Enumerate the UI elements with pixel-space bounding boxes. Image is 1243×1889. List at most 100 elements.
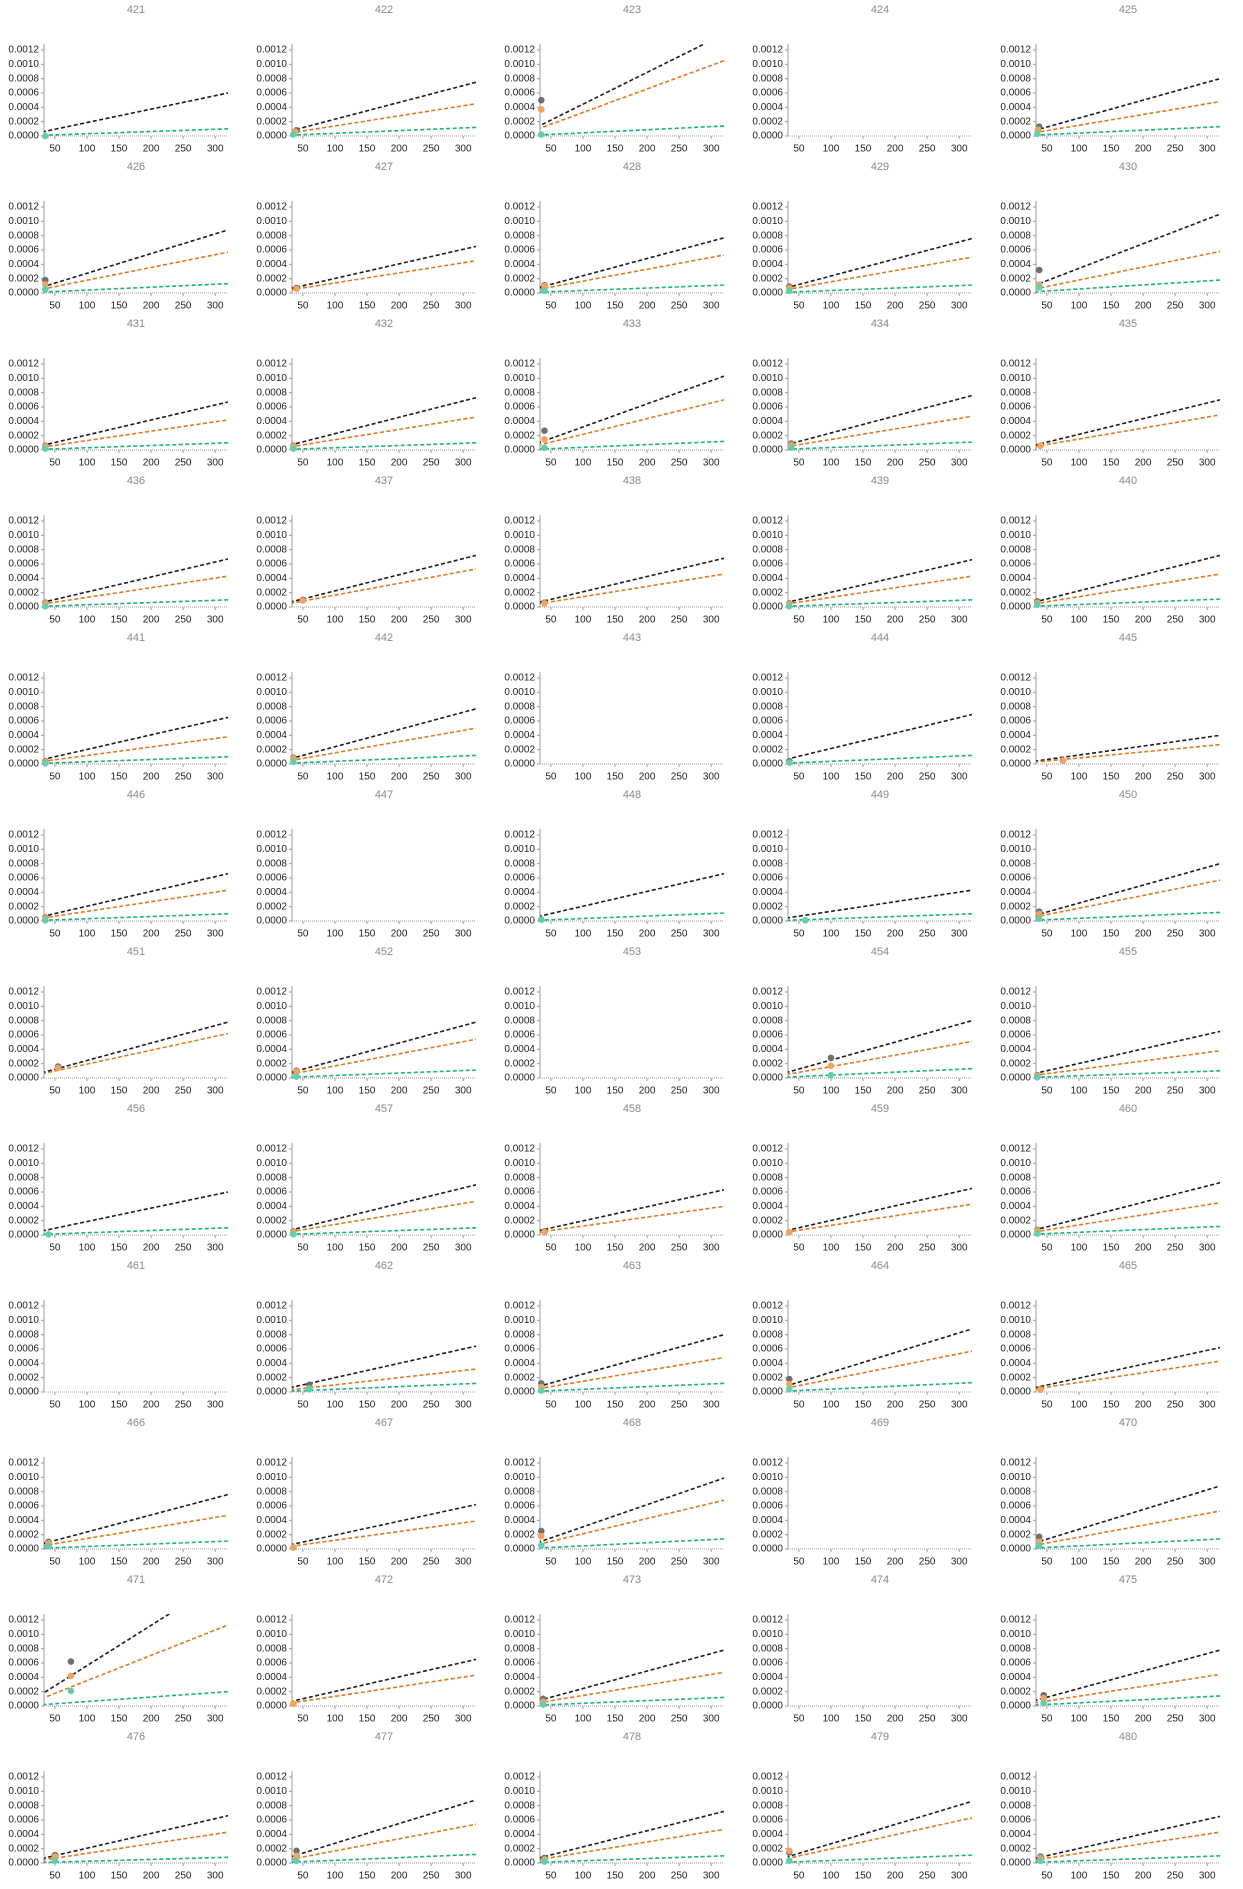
x-tick-label: 100 xyxy=(327,615,344,626)
x-tick-label: 200 xyxy=(391,1714,408,1725)
x-tick-label: 250 xyxy=(919,301,936,312)
y-tick-label: 0.0000 xyxy=(256,759,287,770)
data-point xyxy=(785,1228,793,1236)
data-point xyxy=(1033,130,1041,138)
chart-title: 447 xyxy=(375,789,393,801)
fit-line xyxy=(1036,1673,1220,1704)
x-tick-label: 200 xyxy=(143,1557,160,1568)
data-point xyxy=(1059,757,1067,764)
x-tick-label: 300 xyxy=(455,1243,472,1254)
y-tick-label: 0.0010 xyxy=(1000,1158,1031,1169)
y-tick-label: 0.0002 xyxy=(504,1529,535,1540)
y-tick-label: 0.0002 xyxy=(1000,901,1031,912)
y-tick-label: 0.0006 xyxy=(256,1344,287,1355)
x-tick-label: 50 xyxy=(545,1871,557,1882)
y-tick-label: 0.0010 xyxy=(504,1472,535,1483)
y-tick-label: 0.0010 xyxy=(256,1315,287,1326)
x-tick-label: 150 xyxy=(1103,615,1120,626)
fit-line xyxy=(788,1328,972,1387)
x-tick-label: 300 xyxy=(703,1871,720,1882)
x-tick-label: 200 xyxy=(391,301,408,312)
fit-line xyxy=(44,442,228,450)
fit-line xyxy=(292,1382,476,1392)
y-tick-label: 0.0006 xyxy=(1000,1344,1031,1355)
chart-title: 438 xyxy=(623,475,641,487)
fit-line xyxy=(292,102,476,134)
y-tick-label: 0.0004 xyxy=(8,416,39,427)
y-tick-label: 0.0012 xyxy=(8,1301,39,1312)
panel: 466 0.0000 0.0002 0.0004 0.0006 0.0008 0.0010 0… xyxy=(8,1417,228,1568)
y-tick-label: 0.0008 xyxy=(256,1329,287,1340)
fit-line xyxy=(292,1853,476,1863)
x-tick-label: 100 xyxy=(823,1086,840,1097)
y-tick-label: 0.0004 xyxy=(1000,416,1031,427)
x-tick-label: 250 xyxy=(175,1557,192,1568)
y-tick-label: 0.0000 xyxy=(752,131,783,142)
chart-title: 460 xyxy=(1119,1103,1137,1115)
y-tick-label: 0.0006 xyxy=(1000,1030,1031,1041)
x-tick-label: 150 xyxy=(111,929,128,940)
fit-line xyxy=(44,1614,171,1694)
x-tick-label: 250 xyxy=(175,301,192,312)
x-tick-label: 200 xyxy=(1135,301,1152,312)
fit-line xyxy=(1036,1346,1220,1389)
y-tick-label: 0.0008 xyxy=(504,544,535,555)
x-tick-label: 50 xyxy=(545,1557,557,1568)
x-tick-label: 250 xyxy=(671,1086,688,1097)
y-tick-label: 0.0004 xyxy=(752,1672,783,1683)
x-tick-label: 50 xyxy=(1041,1714,1053,1725)
y-tick-label: 0.0000 xyxy=(256,445,287,456)
y-tick-label: 0.0002 xyxy=(752,1529,783,1540)
y-tick-label: 0.0002 xyxy=(8,1058,39,1069)
y-tick-label: 0.0004 xyxy=(256,102,287,113)
x-tick-label: 50 xyxy=(297,1557,309,1568)
y-tick-label: 0.0000 xyxy=(504,288,535,299)
y-tick-label: 0.0012 xyxy=(256,516,287,527)
chart-title: 459 xyxy=(871,1103,889,1115)
chart-title: 444 xyxy=(871,632,889,644)
fit-line xyxy=(1036,125,1220,136)
y-tick-label: 0.0010 xyxy=(8,373,39,384)
x-tick-label: 300 xyxy=(951,1557,968,1568)
fit-line xyxy=(44,1514,228,1547)
fit-line xyxy=(540,1382,724,1392)
fit-line xyxy=(1036,734,1220,762)
x-tick-label: 250 xyxy=(919,144,936,155)
y-tick-label: 0.0012 xyxy=(256,1772,287,1783)
x-tick-label: 250 xyxy=(671,929,688,940)
y-tick-label: 0.0000 xyxy=(504,1230,535,1241)
data-point xyxy=(541,427,548,434)
data-point xyxy=(541,435,548,443)
y-tick-label: 0.0012 xyxy=(752,673,783,684)
x-tick-label: 100 xyxy=(1071,929,1088,940)
x-tick-label: 250 xyxy=(1167,1557,1184,1568)
x-tick-label: 100 xyxy=(575,1714,592,1725)
y-tick-label: 0.0012 xyxy=(1000,359,1031,370)
y-tick-label: 0.0002 xyxy=(752,1372,783,1383)
y-tick-label: 0.0002 xyxy=(256,1058,287,1069)
x-tick-label: 50 xyxy=(793,144,805,155)
y-tick-label: 0.0004 xyxy=(1000,259,1031,270)
fit-line xyxy=(1036,879,1220,918)
fit-line xyxy=(1036,862,1220,916)
fit-line xyxy=(44,599,228,607)
x-tick-label: 50 xyxy=(49,458,61,469)
data-point xyxy=(785,1385,793,1393)
y-tick-label: 0.0010 xyxy=(256,373,287,384)
y-tick-label: 0.0000 xyxy=(256,1387,287,1398)
y-tick-label: 0.0002 xyxy=(504,1372,535,1383)
fit-line xyxy=(292,81,476,132)
y-tick-label: 0.0000 xyxy=(8,1387,39,1398)
y-tick-label: 0.0008 xyxy=(8,1800,39,1811)
y-tick-label: 0.0000 xyxy=(8,602,39,613)
panel: 463 0.0000 0.0002 0.0004 0.0006 0.0008 0.0010 0… xyxy=(504,1260,724,1411)
y-tick-label: 0.0006 xyxy=(504,1815,535,1826)
x-tick-label: 100 xyxy=(327,144,344,155)
data-point xyxy=(537,131,545,138)
x-tick-label: 200 xyxy=(639,1871,656,1882)
x-tick-label: 300 xyxy=(951,301,968,312)
panel: 434 0.0000 0.0002 0.0004 0.0006 0.0008 0.0010 0… xyxy=(752,318,972,469)
fit-line xyxy=(788,441,972,450)
y-tick-label: 0.0012 xyxy=(256,359,287,370)
y-tick-label: 0.0000 xyxy=(8,131,39,142)
